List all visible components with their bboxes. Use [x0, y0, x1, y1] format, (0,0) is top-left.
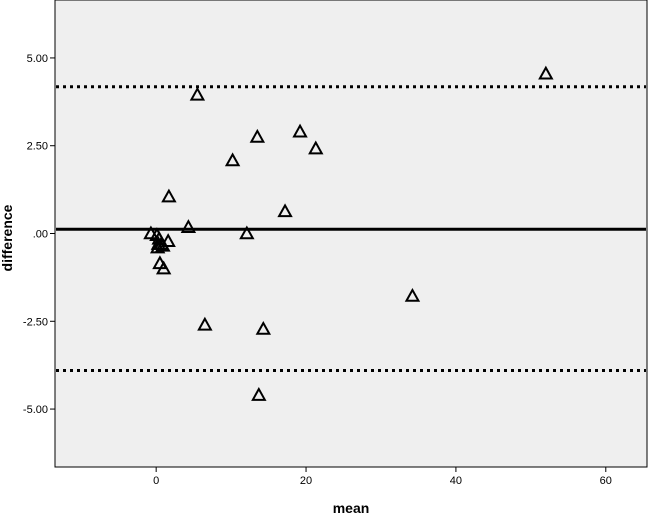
data-point	[538, 65, 554, 80]
data-point	[180, 219, 197, 233]
data-point	[160, 233, 176, 248]
y-tick-label: 5.00	[27, 53, 48, 65]
x-axis: 0 20 40 60	[153, 467, 612, 487]
data-point	[239, 225, 255, 240]
y-axis-title: difference	[0, 204, 15, 271]
data-point	[189, 86, 206, 101]
x-tick-label: 60	[600, 475, 612, 487]
data-point	[161, 188, 177, 203]
x-tick-label: 40	[450, 475, 462, 487]
data-point	[249, 128, 266, 143]
data-point	[224, 152, 241, 167]
data-point	[308, 140, 324, 155]
y-tick-label: -2.50	[23, 316, 48, 328]
x-tick-label: 20	[300, 475, 312, 487]
data-point	[149, 239, 166, 254]
data-points	[143, 65, 554, 401]
x-tick-label: 0	[153, 475, 159, 487]
data-point	[292, 123, 308, 138]
data-point	[255, 320, 272, 335]
data-point	[404, 287, 421, 302]
reference-lines	[56, 85, 646, 372]
y-axis: 5.00 2.50 .00 -2.50 -5.00	[23, 53, 55, 416]
data-point	[197, 316, 213, 331]
y-tick-label: -5.00	[23, 404, 48, 416]
x-axis-title: mean	[333, 500, 370, 515]
data-point	[251, 386, 267, 401]
y-tick-label: 2.50	[27, 141, 48, 153]
data-point	[277, 203, 293, 218]
data-point	[155, 260, 172, 275]
plot-area	[54, 0, 648, 468]
y-tick-label: .00	[33, 229, 48, 241]
